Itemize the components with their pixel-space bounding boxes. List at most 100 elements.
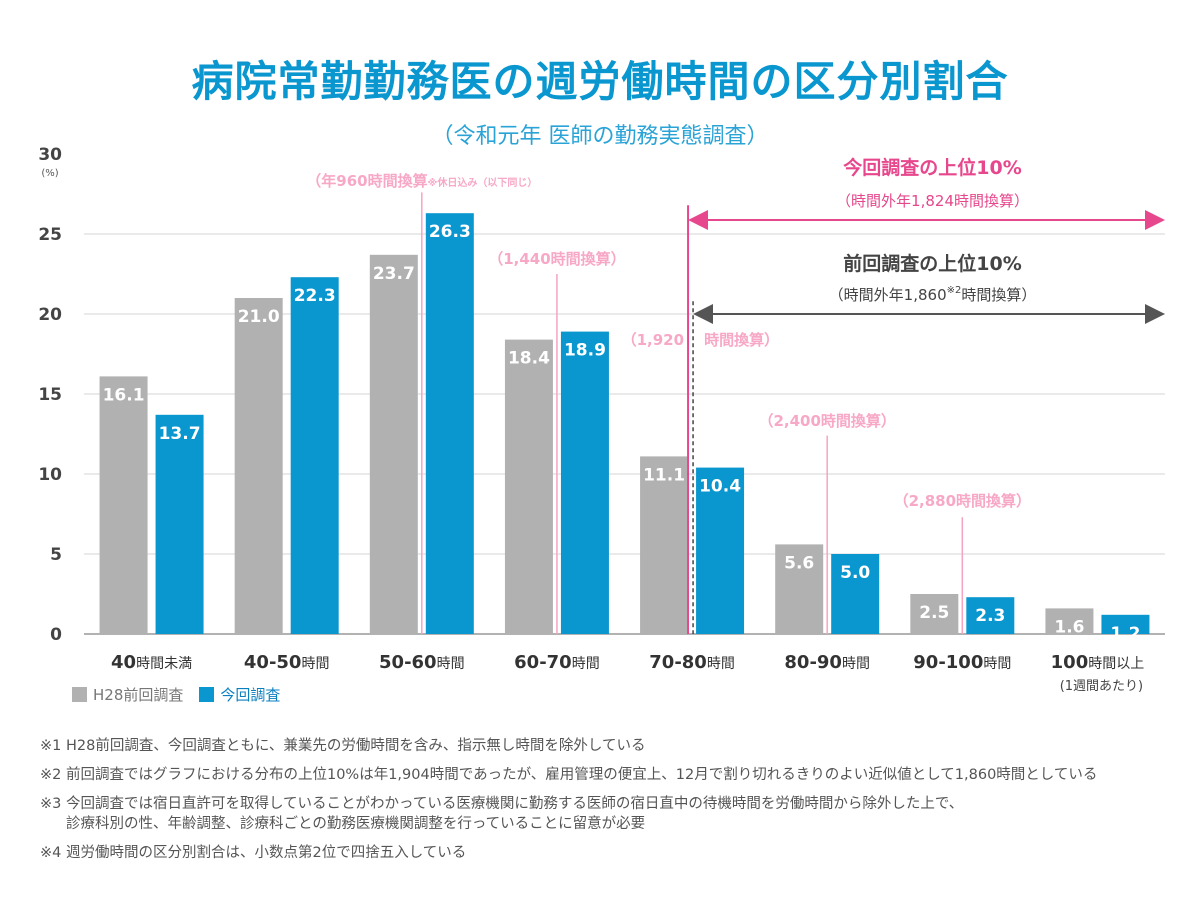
x-tick-label: 100時間以上 <box>1051 652 1145 673</box>
annotation-2880: （2,880時間換算） <box>894 492 1031 510</box>
bar-value-label: 1.2 <box>1110 624 1140 644</box>
footnote-3: ※3 今回調査では宿日直許可を取得していることがわかっている医療機関に勤務する医… <box>40 794 1180 834</box>
x-tick-number: 80-90 <box>784 652 842 673</box>
annotation-1920-right: 時間換算） <box>704 331 779 349</box>
footnote-continuation: 診療科別の性、年齢調整、診療科ごとの勤務医療機関調整を行っていることに留意が必要 <box>66 816 646 832</box>
x-tick-unit: 時間 <box>572 656 600 672</box>
legend-item-current: 今回調査 <box>199 684 280 705</box>
footnote-1: ※1 H28前回調査、今回調査ともに、兼業先の労働時間を含み、指示無し時間を除外… <box>40 736 1180 756</box>
bar-previous <box>910 594 959 634</box>
x-tick-label: 70-80時間 <box>649 652 735 673</box>
footnote-text: ※1 H28前回調査、今回調査ともに、兼業先の労働時間を含み、指示無し時間を除外… <box>40 738 646 754</box>
legend-swatch-previous <box>72 687 87 702</box>
x-tick-label: 40時間未満 <box>111 652 192 673</box>
y-tick-label: 30 <box>38 145 62 165</box>
x-tick-unit: 時間 <box>301 656 329 672</box>
bar-current <box>560 331 609 634</box>
bar-value-label: 10.4 <box>699 477 741 497</box>
legend: H28前回調査 今回調査 <box>72 684 296 705</box>
footnotes: ※1 H28前回調査、今回調査ともに、兼業先の労働時間を含み、指示無し時間を除外… <box>40 736 1180 872</box>
bar-previous <box>640 456 689 634</box>
annotation-960-main: （年960時間換算 <box>306 172 427 190</box>
annotation-2400: （2,400時間換算） <box>758 412 895 430</box>
chart-title: 病院常勤勤務医の週労働時間の区分別割合 <box>191 57 1009 106</box>
bar-current <box>831 554 880 634</box>
footnote-text: ※2 前回調査ではグラフにおける分布の上位10%は年1,904時間であったが、雇… <box>40 767 1098 783</box>
bar-value-label: 21.0 <box>238 307 280 327</box>
bar-current <box>696 467 745 634</box>
previous-top10-title: 前回調査の上位10% <box>843 252 1021 275</box>
legend-label-previous: H28前回調査 <box>93 686 184 704</box>
y-tick-label: 0 <box>50 625 62 645</box>
bar-value-label: 5.0 <box>840 563 870 583</box>
y-tick-label: 10 <box>38 465 62 485</box>
footnote-4: ※4 週労働時間の区分別割合は、小数点第2位で四捨五入している <box>40 843 1180 863</box>
x-tick-unit: 時間 <box>707 656 735 672</box>
current-top10-sub: （時間外年1,824時間換算） <box>836 192 1029 210</box>
bar-value-label: 26.3 <box>429 222 471 242</box>
x-tick-unit: 時間未満 <box>136 656 192 672</box>
x-tick-number: 50-60 <box>379 652 437 673</box>
previous-top10-sub-post: 時間換算） <box>961 286 1036 304</box>
bar-previous <box>369 254 418 635</box>
bar-current <box>155 414 204 634</box>
x-tick-unit: 時間 <box>842 656 870 672</box>
footnote-text: ※4 週労働時間の区分別割合は、小数点第2位で四捨五入している <box>40 845 467 861</box>
annotation-1440: （1,440時間換算） <box>488 250 625 268</box>
annotation-960: （年960時間換算※休日込み（以下同じ） <box>306 172 537 190</box>
annotation-1920-left: （1,920 <box>622 331 684 349</box>
bar-value-label: 18.4 <box>508 349 550 369</box>
legend-item-previous: H28前回調査 <box>72 684 183 705</box>
bar-value-label: 18.9 <box>564 341 606 361</box>
current-top10-title: 今回調査の上位10% <box>842 156 1021 179</box>
x-tick-label: 40-50時間 <box>244 652 330 673</box>
previous-top10-sub-sup: ※2 <box>947 285 962 296</box>
bar-value-label: 1.6 <box>1054 617 1084 637</box>
bar-value-label: 5.6 <box>784 553 814 573</box>
x-tick-number: 90-100 <box>913 652 983 673</box>
bar-value-label: 23.7 <box>373 264 415 284</box>
bar-value-label: 13.7 <box>159 424 201 444</box>
bar-value-label: 2.5 <box>919 603 949 623</box>
y-tick-label: 5 <box>50 545 62 565</box>
bar-value-label: 11.1 <box>643 465 685 485</box>
bar-previous <box>99 376 148 634</box>
footnote-2: ※2 前回調査ではグラフにおける分布の上位10%は年1,904時間であったが、雇… <box>40 765 1180 785</box>
footnote-text: ※3 今回調査では宿日直許可を取得していることがわかっている医療機関に勤務する医… <box>40 796 964 812</box>
previous-top10-sub-pre: （時間外年1,860 <box>829 286 947 304</box>
x-tick-number: 100 <box>1051 652 1089 673</box>
x-tick-unit: 時間以上 <box>1088 656 1144 672</box>
x-tick-number: 40 <box>111 652 136 673</box>
bar-previous <box>234 298 283 634</box>
x-tick-label: 50-60時間 <box>379 652 465 673</box>
y-axis-unit: (%) <box>41 168 58 179</box>
bar-current <box>1101 614 1150 634</box>
x-tick-number: 60-70 <box>514 652 572 673</box>
legend-label-current: 今回調査 <box>220 686 281 704</box>
previous-top10-sub: （時間外年1,860※2時間換算） <box>829 285 1037 304</box>
bar-current <box>966 597 1015 634</box>
bar-previous <box>1045 608 1094 634</box>
bar-current <box>290 277 339 634</box>
x-tick-label: 60-70時間 <box>514 652 600 673</box>
y-tick-label: 20 <box>38 305 62 325</box>
bar-current <box>425 213 474 634</box>
bar-chart: 0 5 10 15 20 25 30 (%) 16.1 21.0 23.7 18.4 11.1 5.6 2.… <box>38 145 1165 694</box>
bar-value-label: 22.3 <box>294 286 336 306</box>
x-tick-unit: 時間 <box>437 656 465 672</box>
x-axis-note: (1週間あたり) <box>1060 679 1143 694</box>
annotation-960-note: ※休日込み（以下同じ） <box>428 176 538 189</box>
x-tick-unit: 時間 <box>983 656 1011 672</box>
x-tick-number: 40-50 <box>244 652 302 673</box>
y-tick-label: 25 <box>38 225 62 245</box>
chart-subtitle: （令和元年 医師の勤務実態調査） <box>431 124 769 149</box>
bar-value-label: 16.1 <box>103 385 145 405</box>
bar-value-label: 2.3 <box>975 606 1005 626</box>
y-tick-label: 15 <box>38 385 62 405</box>
x-tick-label: 80-90時間 <box>784 652 870 673</box>
x-tick-number: 70-80 <box>649 652 707 673</box>
x-tick-label: 90-100時間 <box>913 652 1011 673</box>
bar-previous <box>775 544 824 634</box>
legend-swatch-current <box>199 687 215 702</box>
bar-previous <box>504 339 553 634</box>
